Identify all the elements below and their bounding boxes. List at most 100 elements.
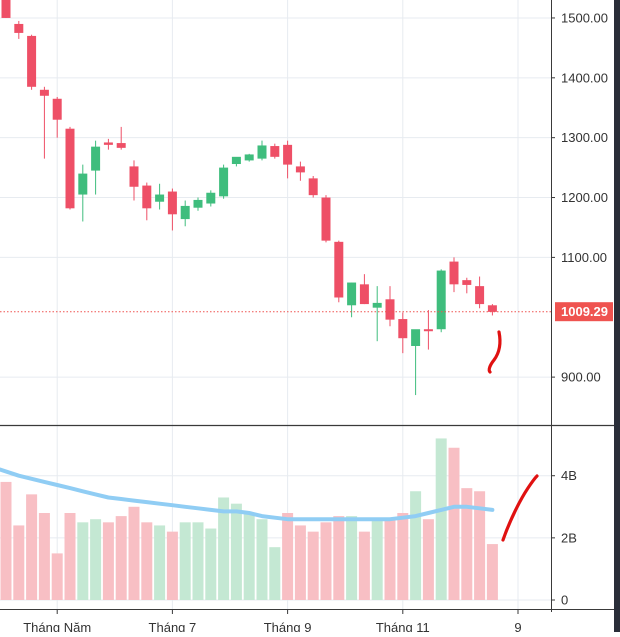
candle-body xyxy=(359,284,369,305)
candle-body xyxy=(257,145,267,159)
annotation-stroke-price xyxy=(487,330,502,374)
candle xyxy=(244,153,254,162)
volume-bar xyxy=(218,497,230,600)
candle xyxy=(436,269,446,333)
volume-bar xyxy=(90,519,102,600)
volume-bar xyxy=(256,519,268,600)
candle-body xyxy=(206,192,216,204)
candle xyxy=(116,126,126,150)
volume-bar xyxy=(269,547,281,600)
volume-bar xyxy=(77,522,89,600)
candle-body xyxy=(91,146,101,171)
candle xyxy=(257,140,267,161)
candle-body xyxy=(14,23,24,33)
price-tick-label: 1200.00 xyxy=(561,190,608,205)
candle-body xyxy=(295,166,305,173)
candle xyxy=(103,138,113,150)
candle-body xyxy=(436,270,446,330)
candle xyxy=(39,86,49,159)
candle xyxy=(487,304,497,316)
candle xyxy=(423,310,433,350)
candle-body xyxy=(308,178,318,196)
candle xyxy=(283,140,293,179)
volume-bar xyxy=(0,481,12,600)
volume-bar xyxy=(358,531,370,600)
annotations xyxy=(487,330,539,542)
axis-labels: 1500.00 1400.00 1300.00 1200.00 1100.00 900.0… xyxy=(23,10,613,635)
annotation-stroke-volume xyxy=(501,474,539,542)
volume-bar xyxy=(346,516,358,600)
candle-body xyxy=(27,35,37,87)
time-tick-label: Tháng 7 xyxy=(149,620,197,632)
candle-body xyxy=(65,128,75,209)
volume-bar xyxy=(192,522,204,600)
volume-bar xyxy=(13,525,25,600)
volume-bar xyxy=(474,491,486,600)
candle xyxy=(462,277,472,294)
time-tick-label: Tháng 11 xyxy=(376,620,430,632)
volume-bar xyxy=(102,522,114,600)
candle-body xyxy=(411,329,421,346)
candle-body xyxy=(180,205,190,220)
volume-bar xyxy=(243,513,255,600)
candle xyxy=(129,160,139,201)
candle xyxy=(180,200,190,227)
candle-body xyxy=(193,199,203,208)
volume-bar xyxy=(486,544,498,600)
candle xyxy=(206,190,216,207)
candle-body xyxy=(372,302,382,308)
volume-bar xyxy=(115,516,127,600)
volume-bar xyxy=(435,438,447,600)
candle xyxy=(155,183,165,210)
volume-bar xyxy=(461,488,473,600)
volume-tick-label: 0 xyxy=(561,593,568,608)
volume-bar xyxy=(154,525,166,600)
candle-body xyxy=(155,194,165,202)
candle-body xyxy=(449,261,459,285)
candle-body xyxy=(398,319,408,339)
volume-bar xyxy=(422,519,434,600)
candle-body xyxy=(219,167,229,197)
candle-body xyxy=(475,286,485,305)
volume-bar xyxy=(179,522,191,600)
candle xyxy=(65,126,75,210)
price-tick-label: 1100.00 xyxy=(561,250,607,265)
candle xyxy=(359,274,369,305)
volume-bar xyxy=(397,513,409,600)
candle-body xyxy=(78,173,88,195)
window-edge xyxy=(614,0,620,632)
volume-tick-label: 4B xyxy=(561,468,577,483)
candle-body xyxy=(283,144,293,165)
candle-body xyxy=(270,146,280,157)
volume-moving-average-line xyxy=(0,467,495,522)
candle xyxy=(1,0,11,18)
candle xyxy=(347,282,357,318)
candle xyxy=(193,197,203,211)
price-pane xyxy=(0,0,551,396)
candle xyxy=(411,329,421,396)
volume-bar xyxy=(294,525,306,600)
price-tick-label: 900.00 xyxy=(561,370,601,385)
last-price-label: 1009.29 xyxy=(561,304,608,319)
candle-body xyxy=(129,166,139,187)
volume-bar xyxy=(38,513,50,600)
candle-body xyxy=(116,143,126,148)
candle xyxy=(231,156,241,167)
last-price-label-box xyxy=(555,302,613,322)
volume-pane xyxy=(0,438,498,600)
volume-bar xyxy=(320,522,332,600)
candle xyxy=(167,188,177,231)
candle xyxy=(372,286,382,342)
candle-body xyxy=(385,299,395,320)
volume-bar xyxy=(448,447,460,600)
candle-body xyxy=(462,280,472,285)
volume-bar xyxy=(141,522,153,600)
candle-body xyxy=(1,0,11,18)
candle-body xyxy=(142,185,152,209)
candle-body xyxy=(487,305,497,312)
candle-body xyxy=(334,241,344,298)
volume-bar xyxy=(166,531,178,600)
volume-bar xyxy=(26,494,38,600)
